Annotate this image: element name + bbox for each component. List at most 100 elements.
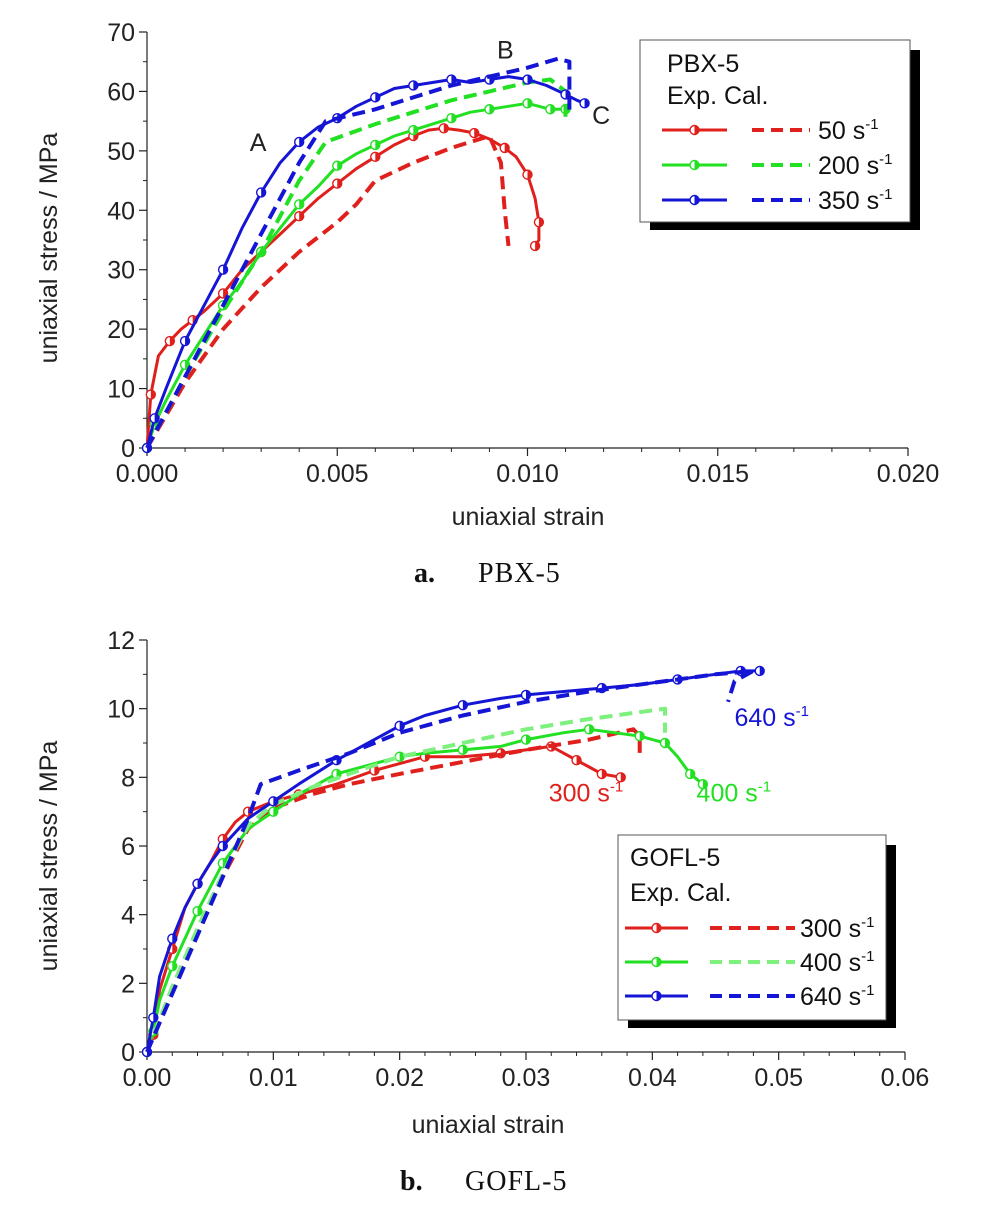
y-tick-label: 2 [121, 970, 135, 998]
caption-name: PBX-5 [478, 558, 561, 589]
data-point-half [639, 731, 645, 741]
legend-rate-exponent: -1 [879, 186, 892, 203]
series-cal-5 [145, 56, 572, 449]
data-point-half [589, 724, 594, 734]
y-tick-label: 0 [121, 1039, 135, 1067]
legend-rate: 640 s [800, 983, 861, 1011]
legend-rate-exponent: -1 [861, 914, 874, 931]
data-point-half [172, 944, 177, 954]
data-point-half [474, 128, 479, 138]
legend-title: GOFL-5 [630, 844, 720, 872]
annotation: 300 s-1 [549, 778, 624, 807]
data-point-half [197, 906, 203, 916]
legend-entry-label: 350 s-1 [818, 186, 893, 215]
x-axis-label: uniaxial strain [452, 503, 605, 531]
x-tick-label: 0.010 [496, 460, 559, 488]
chart-panel-b: 0 2 4 6 8 10 12 0.00 0.01 0.02 0.03 0.04 0.05 0.06 300… [35, 627, 929, 1197]
legend-entry-label: 400 s-1 [800, 948, 875, 977]
legend-entry-label: 300 s-1 [800, 914, 875, 943]
legend-rate: 400 s [800, 949, 861, 977]
x-tick-label: 0.020 [877, 460, 940, 488]
legend-entry-label: 50 s-1 [818, 116, 879, 145]
series-cal-1 [145, 134, 511, 450]
y-tick-label: 40 [107, 197, 135, 225]
legend-rate-exponent: -1 [879, 151, 892, 168]
data-point-half [462, 745, 468, 755]
data-point-half [526, 735, 531, 745]
annotation-exponent: -1 [758, 778, 771, 795]
y-tick-label: 10 [107, 376, 135, 404]
data-point-half [550, 104, 555, 114]
legend-marker-half [694, 195, 699, 205]
data-point-half [153, 1013, 158, 1023]
y-tick-label: 70 [107, 19, 135, 47]
series-cal-3 [145, 706, 667, 1053]
y-tick-label: 50 [107, 138, 135, 166]
data-point-half [504, 143, 510, 153]
data-point-half [172, 934, 177, 944]
y-axis-label: uniaxial stress / MPa [35, 741, 63, 972]
legend-subtitle: Exp. Cal. [667, 82, 768, 110]
legend-entry-label: 200 s-1 [818, 151, 893, 180]
legend-rate: 50 s [818, 117, 865, 145]
x-tick-label: 0.02 [375, 1064, 424, 1092]
data-point-half [535, 241, 540, 251]
annotation: A [250, 129, 267, 157]
data-point-half [337, 179, 342, 189]
annotation-text: 400 s [697, 779, 758, 807]
annotation-exponent: -1 [796, 703, 809, 720]
legend-marker-half [656, 957, 661, 967]
data-point-half [620, 772, 626, 782]
annotation-text: A [250, 129, 267, 157]
data-point-half [337, 161, 342, 171]
data-point-half [222, 841, 228, 851]
data-point-half [527, 75, 532, 85]
series-cal-5 [145, 668, 756, 1053]
x-tick-label: 0.04 [628, 1064, 677, 1092]
legend-title: PBX-5 [667, 50, 739, 78]
caption-label: b. [400, 1166, 423, 1197]
data-point-half [261, 187, 266, 197]
annotation-text: 640 s [734, 704, 795, 732]
y-tick-label: 8 [121, 764, 135, 792]
data-point-half [185, 336, 190, 346]
data-point-half [538, 217, 544, 227]
data-point-half [399, 752, 405, 762]
legend-rate-exponent: -1 [865, 116, 878, 133]
annotation: 400 s-1 [697, 778, 772, 807]
annotation: B [497, 37, 514, 65]
data-point-half [273, 807, 278, 817]
data-point-half [462, 700, 468, 710]
x-tick-label: 0.01 [249, 1064, 298, 1092]
legend-marker-half [656, 923, 661, 933]
series-exp-2 [145, 101, 566, 449]
data-point-half [527, 170, 532, 180]
data-point-half [375, 152, 380, 162]
data-point-half [584, 98, 590, 108]
y-tick-label: 30 [107, 257, 135, 285]
y-tick-label: 6 [121, 833, 135, 861]
legend-entry-label: 640 s-1 [800, 982, 875, 1011]
series-cal-1 [145, 727, 642, 1053]
caption-name: GOFL-5 [465, 1166, 567, 1197]
annotation-exponent: -1 [610, 778, 623, 795]
y-tick-label: 4 [121, 902, 135, 930]
x-tick-label: 0.00 [123, 1064, 172, 1092]
data-point-half [172, 961, 177, 971]
x-tick-label: 0.06 [881, 1064, 930, 1092]
data-point-half [299, 199, 304, 209]
data-point-half [150, 390, 156, 400]
data-point-half [169, 336, 175, 346]
annotation-text: C [592, 102, 610, 130]
data-point-half [759, 666, 765, 676]
series-exp-0 [145, 126, 541, 449]
data-point-half [273, 796, 278, 806]
data-point-half [197, 879, 203, 889]
x-tick-label: 0.005 [306, 460, 369, 488]
data-point-half [451, 113, 456, 123]
y-tick-label: 12 [107, 627, 135, 655]
legend-subtitle: Exp. Cal. [630, 879, 731, 907]
data-point-half [527, 98, 532, 108]
